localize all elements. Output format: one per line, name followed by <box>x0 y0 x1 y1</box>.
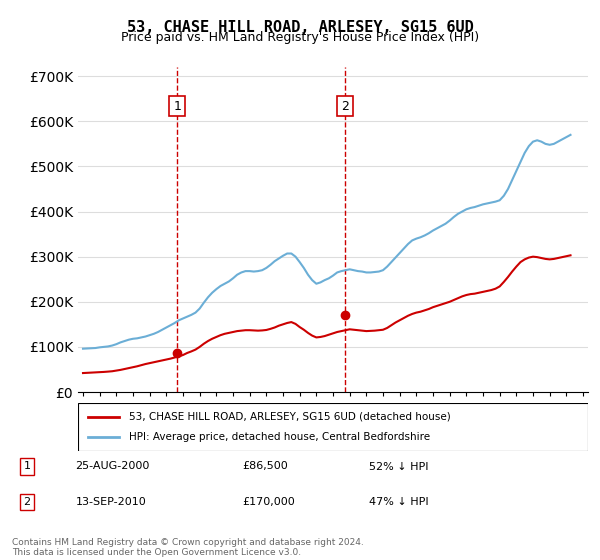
Text: 25-AUG-2000: 25-AUG-2000 <box>76 461 150 472</box>
FancyBboxPatch shape <box>78 403 588 451</box>
Text: 1: 1 <box>173 100 181 113</box>
Text: 13-SEP-2010: 13-SEP-2010 <box>76 497 146 507</box>
Text: Contains HM Land Registry data © Crown copyright and database right 2024.
This d: Contains HM Land Registry data © Crown c… <box>12 538 364 557</box>
Text: HPI: Average price, detached house, Central Bedfordshire: HPI: Average price, detached house, Cent… <box>129 432 430 442</box>
Text: £170,000: £170,000 <box>242 497 295 507</box>
Text: 2: 2 <box>23 497 31 507</box>
Text: 2: 2 <box>341 100 349 113</box>
Text: 1: 1 <box>23 461 31 472</box>
Text: 53, CHASE HILL ROAD, ARLESEY, SG15 6UD (detached house): 53, CHASE HILL ROAD, ARLESEY, SG15 6UD (… <box>129 412 451 422</box>
Text: 47% ↓ HPI: 47% ↓ HPI <box>369 497 429 507</box>
Text: 53, CHASE HILL ROAD, ARLESEY, SG15 6UD: 53, CHASE HILL ROAD, ARLESEY, SG15 6UD <box>127 20 473 35</box>
Text: Price paid vs. HM Land Registry's House Price Index (HPI): Price paid vs. HM Land Registry's House … <box>121 31 479 44</box>
Text: 52% ↓ HPI: 52% ↓ HPI <box>369 461 428 472</box>
Text: £86,500: £86,500 <box>242 461 288 472</box>
